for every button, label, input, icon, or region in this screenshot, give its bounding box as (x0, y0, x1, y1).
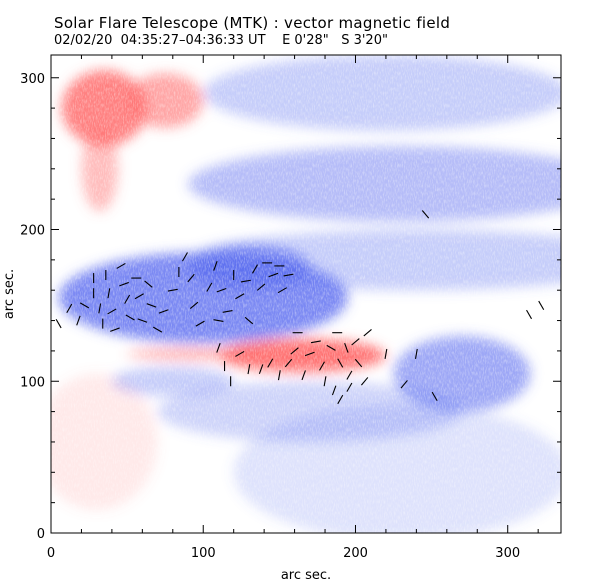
chart-title: Solar Flare Telescope (MTK) : vector mag… (54, 14, 451, 32)
field-vector (146, 303, 157, 308)
field-vector (119, 281, 129, 287)
field-vector (235, 350, 245, 357)
field-vector (360, 377, 369, 386)
field-vector (216, 342, 221, 353)
field-vector (252, 264, 258, 274)
observation-date: 02/02/20 (54, 33, 113, 48)
y-tick-label: 200 (20, 224, 45, 239)
field-vector (290, 347, 299, 355)
observation-info: 02/02/20 04:35:27–04:36:33 UT E 0'28" S … (54, 33, 388, 49)
field-vector (301, 370, 306, 381)
field-vector (346, 382, 353, 392)
field-vector (363, 329, 372, 337)
field-vector (124, 294, 131, 304)
plot-frame (50, 54, 562, 534)
field-vector (195, 320, 205, 327)
field-vector (235, 293, 245, 300)
x-tick-label: 200 (343, 546, 368, 561)
field-vector (110, 327, 120, 332)
field-vector (319, 361, 325, 371)
field-vector (76, 315, 81, 326)
field-vector (107, 308, 117, 315)
field-vector (181, 252, 188, 262)
y-tick-label: 300 (20, 72, 45, 87)
field-vector (213, 319, 224, 322)
field-vector (310, 340, 321, 344)
field-vector (414, 348, 418, 359)
field-vector (216, 287, 227, 293)
texture-overlay (51, 55, 561, 533)
field-vector (213, 261, 218, 271)
field-vector (55, 318, 62, 329)
field-vector (277, 287, 288, 294)
tick-labels: 0 100 200 300 0 100 200 300 (20, 72, 520, 561)
field-vector (240, 279, 251, 283)
field-vector (79, 302, 90, 309)
field-vector (189, 301, 199, 310)
field-vector (337, 358, 344, 368)
field-vector (421, 210, 430, 219)
field-vector (331, 385, 337, 396)
x-tick-label: 300 (495, 546, 520, 561)
field-vector (152, 326, 163, 333)
field-vector (323, 376, 327, 387)
field-vector (284, 358, 293, 368)
x-tick-label: 100 (191, 546, 216, 561)
field-vector (351, 338, 360, 346)
y-tick-label: 0 (37, 527, 45, 542)
field-vector (167, 288, 178, 292)
field-vector (256, 283, 266, 291)
x-axis-label: arc sec. (281, 568, 331, 583)
field-vector (304, 351, 315, 357)
observation-time-range: 04:35:27–04:36:33 UT (120, 33, 266, 48)
x-tick-label: 0 (47, 546, 55, 561)
field-vector (125, 314, 135, 321)
field-vector (326, 344, 336, 351)
y-tick-label: 100 (20, 375, 45, 390)
field-vector (277, 370, 281, 381)
field-vector (222, 310, 233, 313)
field-vector (354, 358, 363, 368)
transverse-field-vectors (55, 210, 545, 405)
field-vector (400, 380, 408, 389)
field-vector (268, 272, 279, 278)
field-vector (344, 342, 349, 353)
field-vector (116, 262, 126, 269)
field-vector (107, 288, 111, 299)
field-vector (144, 280, 153, 288)
field-vector (267, 358, 274, 368)
field-vector (337, 394, 344, 405)
field-vector (66, 303, 73, 314)
field-vector (98, 303, 102, 314)
offset-east: E 0'28" (282, 33, 329, 48)
offset-south: S 3'20" (341, 33, 388, 48)
field-vector (346, 370, 353, 380)
field-vector (247, 364, 251, 375)
field-vector (206, 282, 213, 292)
field-vector (526, 309, 533, 320)
field-vector (431, 391, 438, 402)
axis-ticks (50, 55, 561, 534)
y-axis-label: arc sec. (2, 269, 17, 319)
field-vector (283, 273, 294, 277)
field-vector (134, 293, 144, 300)
field-vector (244, 316, 254, 325)
field-vector (538, 300, 545, 310)
field-vector (137, 318, 148, 323)
field-vector (384, 348, 388, 359)
field-vector (158, 309, 169, 314)
field-vector (258, 364, 264, 375)
field-vector (187, 273, 195, 283)
